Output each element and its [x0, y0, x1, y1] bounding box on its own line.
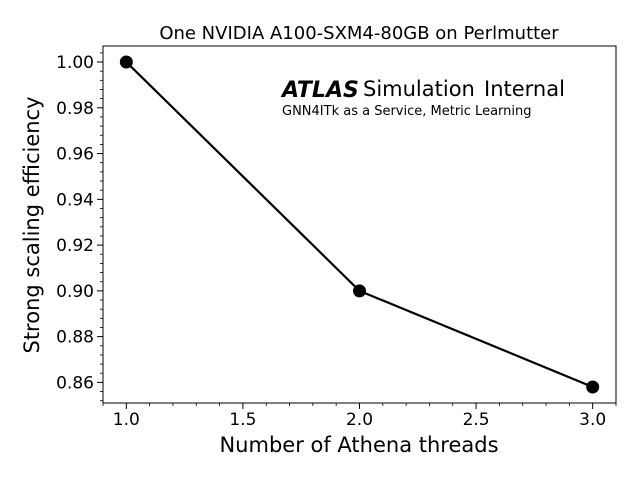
chart-title: One NVIDIA A100-SXM4-80GB on Perlmutter [159, 23, 559, 44]
x-tick-label: 2.5 [463, 410, 490, 430]
atlas-internal-text: Internal [484, 77, 565, 101]
atlas-simulation-text: Simulation [363, 77, 475, 101]
y-tick-label: 0.86 [56, 373, 94, 393]
x-axis-label: Number of Athena threads [219, 433, 498, 457]
x-tick-label: 1.0 [113, 410, 140, 430]
x-axis-ticks: 1.0 1.5 2.0 2.5 3.0 [113, 403, 606, 430]
x-tick-label: 3.0 [579, 410, 606, 430]
atlas-subtitle: GNN4ITk as a Service, Metric Learning [282, 104, 532, 119]
series-layer [119, 55, 600, 394]
x-tick-label: 1.5 [229, 410, 256, 430]
atlas-brand: ATLAS [280, 78, 359, 103]
x-tick-label: 2.0 [346, 410, 373, 430]
minor-ticks [100, 52, 617, 406]
y-tick-label: 0.90 [56, 282, 94, 302]
data-point [119, 55, 133, 69]
y-tick-label: 0.98 [56, 99, 94, 119]
y-axis-ticks: 0.86 0.88 0.90 0.92 0.94 0.96 0.98 1.00 [56, 53, 103, 393]
y-tick-label: 0.94 [56, 190, 94, 210]
y-tick-label: 0.92 [56, 236, 94, 256]
y-tick-label: 0.88 [56, 328, 94, 348]
y-tick-label: 1.00 [56, 53, 94, 73]
data-point [353, 284, 366, 298]
y-tick-label: 0.96 [56, 145, 94, 165]
data-point [586, 380, 600, 394]
plot-area: 1.0 1.5 2.0 2.5 3.0 0.86 0.88 0.90 0.92 0.94 0.96… [56, 45, 617, 430]
y-axis-label: Strong scaling efficiency [20, 96, 44, 353]
atlas-label: ATLAS Simulation Internal GNN4ITk as a S… [280, 77, 565, 119]
